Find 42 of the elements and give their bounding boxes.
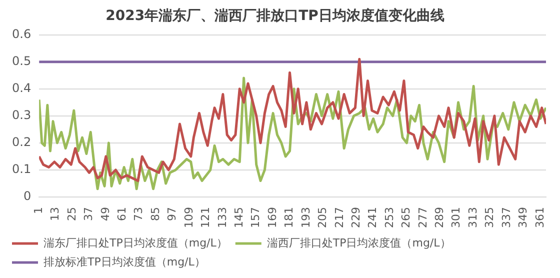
x-tick-label: 181 xyxy=(282,207,296,228)
x-tick-label: 325 xyxy=(483,207,496,228)
legend-label: 湍东厂排口处TP日均浓度值（mg/L） xyxy=(44,236,228,250)
x-tick-label: 361 xyxy=(533,207,546,228)
x-tick-label: 229 xyxy=(349,207,362,228)
x-tick-label: 349 xyxy=(516,207,530,228)
x-tick-label: 193 xyxy=(299,207,312,228)
x-tick-label: 121 xyxy=(199,207,212,228)
y-tick-label: 0.1 xyxy=(12,162,32,176)
x-tick-label: 301 xyxy=(450,207,463,228)
x-tick-label: 61 xyxy=(116,207,128,222)
x-tick-label: 253 xyxy=(382,207,396,228)
x-tick-label: 49 xyxy=(98,207,112,222)
chart-title: 2023年湍东厂、湍西厂排放口TP日均浓度值变化曲线 xyxy=(106,7,444,24)
x-tick-label: 169 xyxy=(266,207,279,228)
x-tick-label: 205 xyxy=(316,207,330,228)
x-tick-label: 73 xyxy=(132,207,146,222)
x-tick-label: 277 xyxy=(416,207,430,228)
x-tick-label: 241 xyxy=(366,207,380,228)
x-tick-label: 37 xyxy=(82,207,96,222)
legend-label: 湍西厂排口处TP日均浓度值（mg/L） xyxy=(266,236,451,250)
x-tick-label: 97 xyxy=(166,207,179,222)
y-tick-label: 0.2 xyxy=(12,135,32,150)
x-tick-label: 145 xyxy=(232,207,246,228)
x-tick-label: 289 xyxy=(433,207,446,228)
y-tick-label: 0 xyxy=(23,189,32,204)
x-tick-label: 265 xyxy=(400,207,413,228)
x-tick-label: 157 xyxy=(249,207,262,228)
y-tick-label: 0.4 xyxy=(12,80,32,95)
y-tick-label: 0.3 xyxy=(12,108,32,122)
x-tick-label: 109 xyxy=(182,207,196,228)
x-tick-label: 13 xyxy=(48,207,62,222)
y-tick-label: 0.6 xyxy=(12,26,32,41)
x-tick-label: 217 xyxy=(332,207,346,228)
x-tick-label: 337 xyxy=(500,207,513,228)
x-tick-label: 313 xyxy=(466,207,480,228)
legend-label: 排放标准TP日均浓度值（mg/L） xyxy=(44,255,206,268)
x-tick-label: 85 xyxy=(148,207,162,222)
x-tick-label: 133 xyxy=(216,207,229,228)
x-tick-label: 1 xyxy=(32,207,45,214)
y-tick-label: 0.5 xyxy=(12,54,32,68)
x-tick-label: 25 xyxy=(65,207,78,222)
